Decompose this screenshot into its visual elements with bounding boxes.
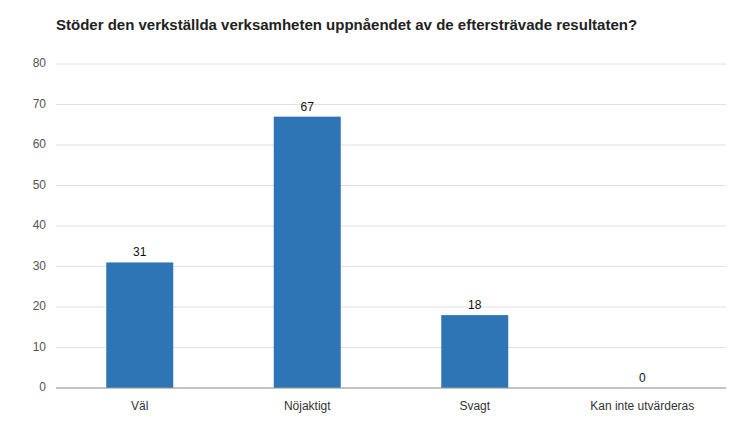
grid-line <box>56 185 726 186</box>
chart-svg: Stöder den verkställda verksamheten uppn… <box>0 0 750 436</box>
bars <box>106 117 508 388</box>
bar <box>106 262 173 388</box>
background <box>0 0 750 436</box>
grid-line <box>56 145 726 146</box>
x-tick-label: Väl <box>131 399 148 413</box>
data-label: 31 <box>133 245 147 259</box>
x-tick-label: Nöjaktigt <box>284 399 331 413</box>
y-tick-label: 60 <box>33 137 47 151</box>
data-label: 18 <box>468 298 482 312</box>
grid-line <box>56 226 726 227</box>
y-tick-label: 20 <box>33 299 47 313</box>
y-tick-label: 30 <box>33 259 47 273</box>
y-tick-label: 50 <box>33 178 47 192</box>
x-tick-label: Svagt <box>459 399 490 413</box>
x-tick-label: Kan inte utvärderas <box>590 399 694 413</box>
y-tick-label: 70 <box>33 97 47 111</box>
y-tick-label: 10 <box>33 340 47 354</box>
data-labels: 31 67 18 0 <box>133 100 646 385</box>
data-label: 0 <box>639 371 646 385</box>
grid-line <box>56 64 726 65</box>
bar <box>274 117 341 388</box>
x-axis-line <box>56 388 726 389</box>
grid-line <box>56 388 726 389</box>
y-tick-label: 40 <box>33 218 47 232</box>
y-tick-label: 80 <box>33 56 47 70</box>
bar <box>441 315 508 388</box>
data-label: 67 <box>301 100 315 114</box>
title: Stöder den verkställda verksamheten uppn… <box>56 16 637 33</box>
y-tick-label: 0 <box>39 380 46 394</box>
chart-container: Stöder den verkställda verksamheten uppn… <box>0 0 750 436</box>
x-tick-labels: Väl Nöjaktigt Svagt Kan inte utvärderas <box>131 399 694 413</box>
grid-line <box>56 104 726 105</box>
y-tick-labels: 0 10 20 30 40 50 60 70 80 <box>33 56 47 394</box>
grid <box>56 64 726 388</box>
